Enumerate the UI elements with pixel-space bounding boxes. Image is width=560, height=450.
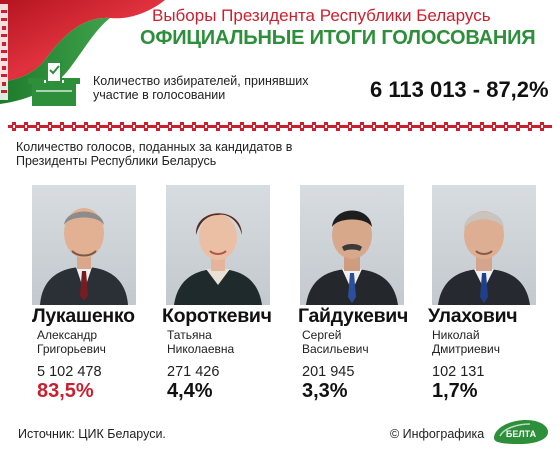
- candidate-4-votes: 102 131: [432, 364, 485, 380]
- ornament-divider: [8, 121, 552, 132]
- ballot-box-icon: [28, 61, 80, 106]
- header-subtitle: Выборы Президента Республики Беларусь: [152, 6, 491, 25]
- candidate-4-first-name: Николай: [432, 328, 480, 342]
- candidate-1-votes: 5 102 478: [37, 364, 102, 380]
- candidate-1-patronymic: Григорьевич: [37, 342, 106, 356]
- belta-logo: БЕЛТА: [494, 420, 548, 444]
- candidate-3-patronymic: Васильевич: [302, 342, 369, 356]
- candidate-4-patronymic: Дмитриевич: [432, 342, 500, 356]
- candidate-photo-3: [300, 185, 404, 305]
- candidate-3-votes: 201 945: [302, 364, 355, 380]
- infographic-credit: © Инфографика: [390, 427, 485, 441]
- candidate-photo-2: [166, 185, 270, 305]
- candidate-3-first-name: Сергей: [302, 328, 342, 342]
- turnout-value: 6 113 013 - 87,2%: [370, 77, 549, 102]
- candidate-4-surname: Улахович: [428, 305, 518, 327]
- flag-ribbon: [0, 0, 165, 104]
- candidate-1-percent: 83,5%: [37, 380, 94, 402]
- candidate-2-surname: Короткевич: [162, 305, 272, 327]
- candidate-2-percent: 4,4%: [167, 380, 213, 402]
- candidate-2-votes: 271 426: [167, 364, 220, 380]
- header-title: ОФИЦИАЛЬНЫЕ ИТОГИ ГОЛОСОВАНИЯ: [140, 27, 536, 49]
- section-title: Количество голосов, поданных за кандидат…: [16, 140, 293, 168]
- candidate-2-patronymic: Николаевна: [167, 342, 235, 356]
- candidate-3-percent: 3,3%: [302, 380, 348, 402]
- candidate-4-percent: 1,7%: [432, 380, 478, 402]
- candidate-3-surname: Гайдукевич: [298, 305, 408, 327]
- candidate-1-first-name: Александр: [37, 328, 98, 342]
- candidate-2-first-name: Татьяна: [167, 328, 212, 342]
- candidate-photo-1: [32, 185, 136, 305]
- candidate-photo-4: [432, 185, 536, 305]
- logo-text: БЕЛТА: [506, 429, 537, 439]
- source-note: Источник: ЦИК Беларуси.: [18, 427, 166, 441]
- turnout-label: Количество избирателей, принявших участи…: [93, 74, 309, 102]
- candidate-1-surname: Лукашенко: [32, 305, 135, 327]
